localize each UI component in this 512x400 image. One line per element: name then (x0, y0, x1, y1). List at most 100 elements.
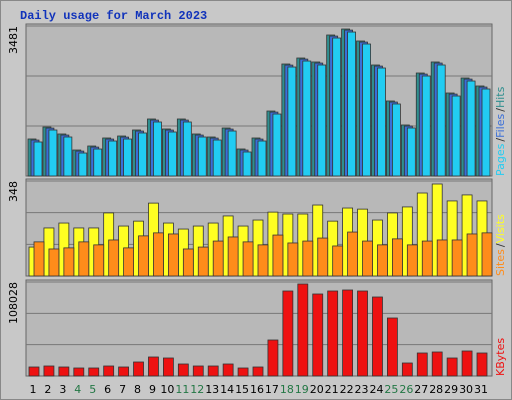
bar (436, 239, 448, 277)
x-tick-label: 23 (355, 383, 369, 396)
bar (466, 80, 476, 177)
bar (362, 240, 373, 277)
bar (108, 239, 120, 277)
x-tick-label: 28 (429, 383, 443, 396)
bar (451, 95, 461, 177)
bar (58, 366, 70, 377)
bar (312, 293, 324, 377)
bar (287, 242, 299, 277)
bar (138, 132, 147, 177)
bar (406, 127, 416, 177)
bar (182, 121, 192, 177)
x-tick-label: 25 (384, 383, 398, 396)
bar (347, 231, 359, 277)
bar (317, 64, 327, 177)
x-tick-label: 8 (134, 383, 141, 396)
x-tick-label: 17 (265, 383, 279, 396)
bar (88, 367, 100, 377)
y-tick-label: 3481 (7, 26, 20, 54)
bar (416, 352, 428, 377)
x-tick-label: 18 (280, 383, 294, 396)
bar (177, 363, 189, 377)
bar (332, 245, 344, 277)
bar (148, 356, 159, 377)
x-tick-label: 12 (190, 383, 204, 396)
legend-entry: Hits (494, 86, 507, 108)
bar (267, 339, 279, 377)
bar (167, 233, 179, 277)
bar (227, 236, 239, 277)
bar (197, 136, 207, 177)
x-tick-label: 2 (44, 383, 51, 396)
x-tick-label: 14 (220, 383, 234, 396)
bar (138, 235, 149, 277)
bar (242, 241, 254, 277)
bar (377, 67, 386, 177)
bar (282, 290, 294, 377)
legend-entry: Pages (494, 143, 507, 176)
bar (466, 233, 478, 277)
bar (421, 240, 433, 277)
bar (302, 60, 312, 177)
x-tick-label: 10 (160, 383, 174, 396)
legend-entry: Visits (494, 214, 507, 243)
x-tick-label: 1 (30, 383, 37, 396)
x-tick-label: 16 (250, 383, 264, 396)
bar (372, 296, 383, 377)
bar (93, 148, 103, 177)
bar (48, 129, 58, 177)
bar (123, 247, 134, 277)
bar (386, 317, 398, 377)
legend-entry: Sites (494, 249, 507, 276)
x-tick-label: 13 (205, 383, 219, 396)
bar (133, 361, 144, 377)
bar (297, 283, 309, 377)
bar (48, 248, 60, 277)
bar (108, 140, 118, 177)
bar (212, 139, 222, 177)
x-tick-label: 24 (369, 383, 383, 396)
panel (25, 279, 493, 377)
legend-separator: / (494, 243, 507, 247)
bar (78, 152, 88, 177)
x-tick-label: 30 (459, 383, 473, 396)
bar (481, 232, 493, 277)
bar (237, 367, 249, 377)
x-tick-label: 5 (89, 383, 96, 396)
x-tick-label: 20 (310, 383, 324, 396)
bar (287, 66, 297, 177)
bar (123, 138, 132, 177)
legend: Sites /Visits (494, 214, 507, 276)
bar (362, 43, 371, 177)
bar (461, 350, 473, 377)
x-tick-label: 31 (474, 383, 488, 396)
legend: Pages/Files/Hits (494, 86, 507, 176)
x-tick-label: 6 (104, 383, 111, 396)
bar (327, 290, 339, 377)
bar (207, 365, 219, 377)
x-tick-label: 15 (235, 383, 249, 396)
x-tick-label: 29 (444, 383, 458, 396)
bar (476, 352, 488, 377)
bar (391, 238, 403, 277)
bar (342, 289, 354, 377)
chart-title: Daily usage for March 2023 (20, 9, 207, 23)
bar (257, 140, 267, 177)
bar (182, 248, 194, 277)
bar (33, 241, 45, 277)
bar (377, 244, 388, 277)
x-tick-label: 21 (325, 383, 339, 396)
y-tick-label: 108028 (7, 282, 20, 324)
bar (93, 244, 105, 277)
bar (451, 239, 463, 277)
bar (446, 357, 458, 377)
bar (317, 237, 329, 277)
bar (406, 244, 418, 277)
bar (431, 351, 443, 377)
bar (436, 64, 446, 177)
x-tick-label: 4 (74, 383, 81, 396)
bar (421, 75, 431, 177)
bar (347, 31, 357, 177)
bar (153, 232, 164, 277)
